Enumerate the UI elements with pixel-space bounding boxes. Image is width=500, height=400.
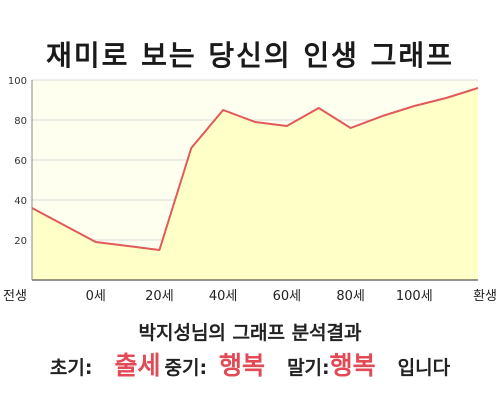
x-tick-label: 전생 <box>3 289 27 304</box>
result-subtitle: 박지성님의 그래프 분석결과 <box>138 322 362 344</box>
y-tick-label: 20 <box>14 236 27 247</box>
page-title: 재미로 보는 당신의 인생 그래프 <box>46 39 454 72</box>
mid-label: 중기: <box>164 357 208 379</box>
y-tick-label: 100 <box>8 76 27 87</box>
life-graph-chart: 20 40 60 80 100 전생 0세 20세 40세 60세 80세 100세 환생 <box>3 76 497 304</box>
y-tick-label: 60 <box>14 156 27 167</box>
ending-text: 입니다 <box>397 357 451 379</box>
y-tick-label: 40 <box>14 196 27 207</box>
late-value: 행복 <box>329 351 376 380</box>
y-tick-label: 80 <box>14 116 27 127</box>
early-value: 출세 <box>114 351 161 380</box>
result-verdict: 초기: 출세 중기: 행복 말기:행복 입니다 <box>0 346 500 382</box>
x-tick-label: 40세 <box>209 289 238 304</box>
mid-value: 행복 <box>219 351 266 380</box>
x-tick-label: 0세 <box>86 289 106 304</box>
series-area <box>32 88 478 280</box>
x-tick-label: 환생 <box>473 289 497 304</box>
early-label: 초기: <box>49 357 93 379</box>
x-tick-label: 60세 <box>273 289 302 304</box>
x-tick-label: 80세 <box>336 289 365 304</box>
x-tick-label: 100세 <box>396 289 433 304</box>
late-label: 말기: <box>287 357 330 379</box>
x-tick-label: 20세 <box>145 289 174 304</box>
plot-area: 20 40 60 80 100 전생 0세 20세 40세 60세 80세 100세 환생 <box>3 76 497 304</box>
